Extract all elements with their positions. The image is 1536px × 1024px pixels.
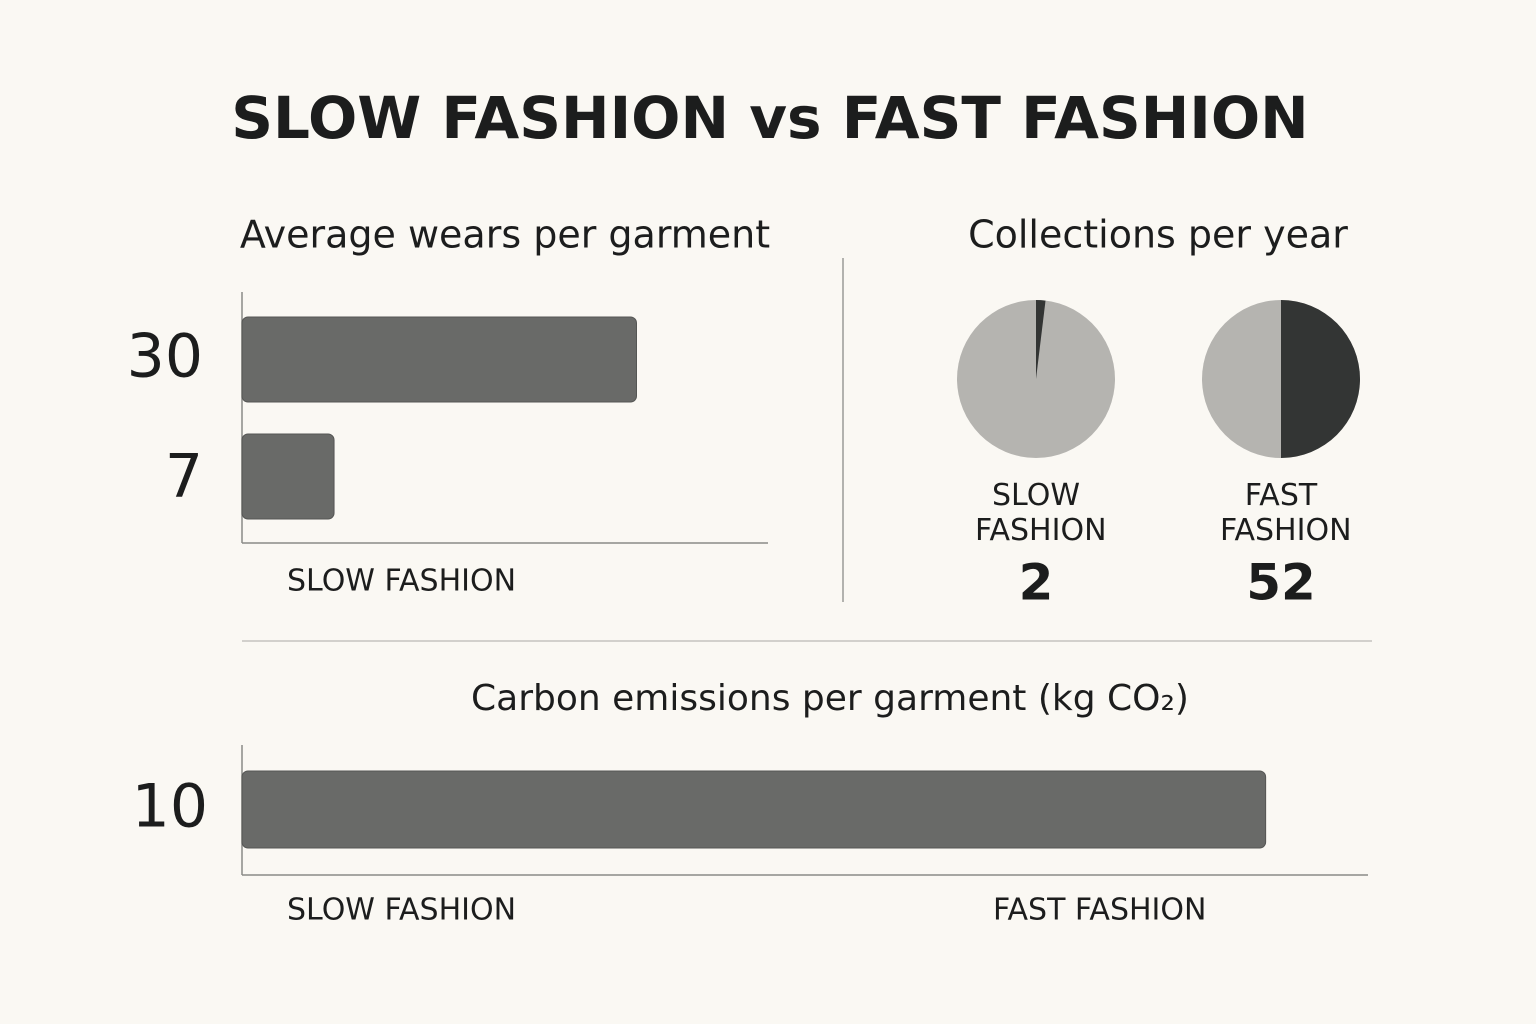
- pie-wedge: [1036, 300, 1046, 379]
- bar: [241, 433, 335, 520]
- chart-title: Average wears per garment: [240, 213, 770, 257]
- page-title: SLOW FASHION vs FAST FASHION: [231, 84, 1308, 152]
- x-axis-label: SLOW FASHION: [287, 893, 516, 928]
- value-label: 30: [127, 322, 203, 392]
- chart-title: Collections per year: [968, 213, 1348, 257]
- value-label: 52: [1246, 554, 1316, 612]
- bar: [241, 316, 637, 403]
- x-axis-label: SLOW FASHION: [287, 564, 516, 599]
- category-label: SLOW FASHION: [965, 478, 1106, 548]
- chart-title: Carbon emissions per garment (kg CO₂): [471, 678, 1189, 719]
- pie-wedge: [1281, 300, 1360, 458]
- value-label: 2: [1019, 554, 1054, 612]
- bar: [241, 770, 1267, 849]
- value-label: 10: [132, 772, 208, 842]
- x-axis-label: FAST FASHION: [993, 893, 1206, 928]
- category-label: FAST FASHION: [1210, 478, 1351, 548]
- value-label: 7: [165, 442, 203, 512]
